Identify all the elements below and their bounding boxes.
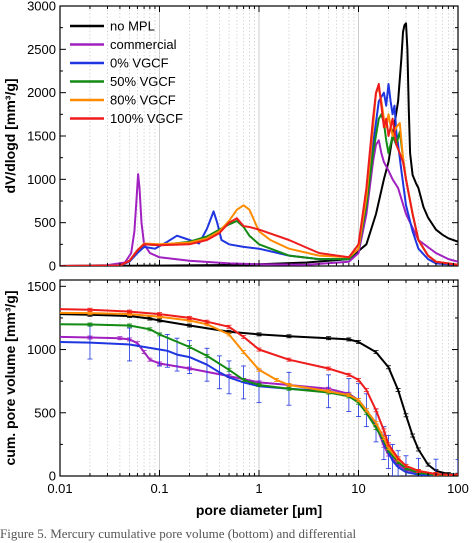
series-line-0 [60, 313, 458, 476]
x-tick-label: 10 [351, 481, 365, 496]
y-tick-label: 1000 [27, 172, 56, 187]
y-tick-label: 2500 [27, 42, 56, 57]
y-tick-label: 2000 [27, 85, 56, 100]
differential-intrusion-panel: 0 500 1000 1500 2000 2500 3000 dV/dlogd [mm³/g… [2, 0, 459, 274]
series-line-5 [60, 308, 458, 476]
error-bars-5 [87, 307, 458, 476]
series-line-1 [60, 139, 458, 266]
figure-caption: Figure 5. Mercury cumulative pore volume… [0, 526, 357, 541]
legend-label-2: 0% VGCF [110, 56, 169, 71]
series-line-4 [60, 87, 458, 266]
x-tick-label: 0.01 [47, 481, 72, 496]
legend-label-4: 80% VGCF [110, 93, 176, 108]
error-bars-1 [87, 335, 458, 476]
x-axis-title: pore diameter [µm] [196, 502, 322, 518]
x-tick-label: 100 [447, 481, 469, 496]
legend: no MPL commercial 0% VGCF 50% VGCF 80% VGCF 1… [70, 19, 183, 126]
legend-label-3: 50% VGCF [110, 74, 176, 89]
legend-label-0: no MPL [110, 19, 155, 34]
y-tick-label: 1000 [27, 342, 56, 357]
y-tick-label: 0 [49, 259, 56, 274]
x-tick-label: 1 [255, 481, 262, 496]
y-tick-label: 1500 [27, 279, 56, 294]
top-axis-ticks: 0 500 1000 1500 2000 2500 3000 [27, 0, 458, 274]
bottom-y-axis-title: cum. pore volume [mm³/g] [2, 290, 18, 465]
y-tick-label: 0 [49, 469, 56, 484]
series-line-5 [60, 83, 458, 266]
error-bars-0 [87, 312, 458, 476]
top-grid [89, 6, 454, 266]
x-tick-label: 0.1 [150, 481, 168, 496]
bottom-axis-ticks: 0 500 1000 1500 0.01 0.1 1 10 100 [27, 279, 469, 496]
top-y-axis-title: dV/dlogd [mm³/g] [2, 78, 18, 193]
bottom-grid [89, 280, 454, 476]
series-line-0 [60, 22, 458, 266]
error-bars-2 [87, 325, 458, 476]
y-tick-label: 3000 [27, 0, 56, 14]
cumulative-volume-panel: 0 500 1000 1500 0.01 0.1 1 10 100 cum. pore volu… [2, 279, 469, 518]
bottom-series [60, 307, 458, 476]
y-tick-label: 500 [34, 215, 56, 230]
legend-label-1: commercial [110, 37, 177, 52]
y-tick-label: 500 [34, 405, 56, 420]
legend-label-5: 100% VGCF [110, 111, 183, 126]
y-tick-label: 1500 [27, 129, 56, 144]
series-line-1 [60, 335, 458, 476]
top-series [60, 22, 458, 266]
